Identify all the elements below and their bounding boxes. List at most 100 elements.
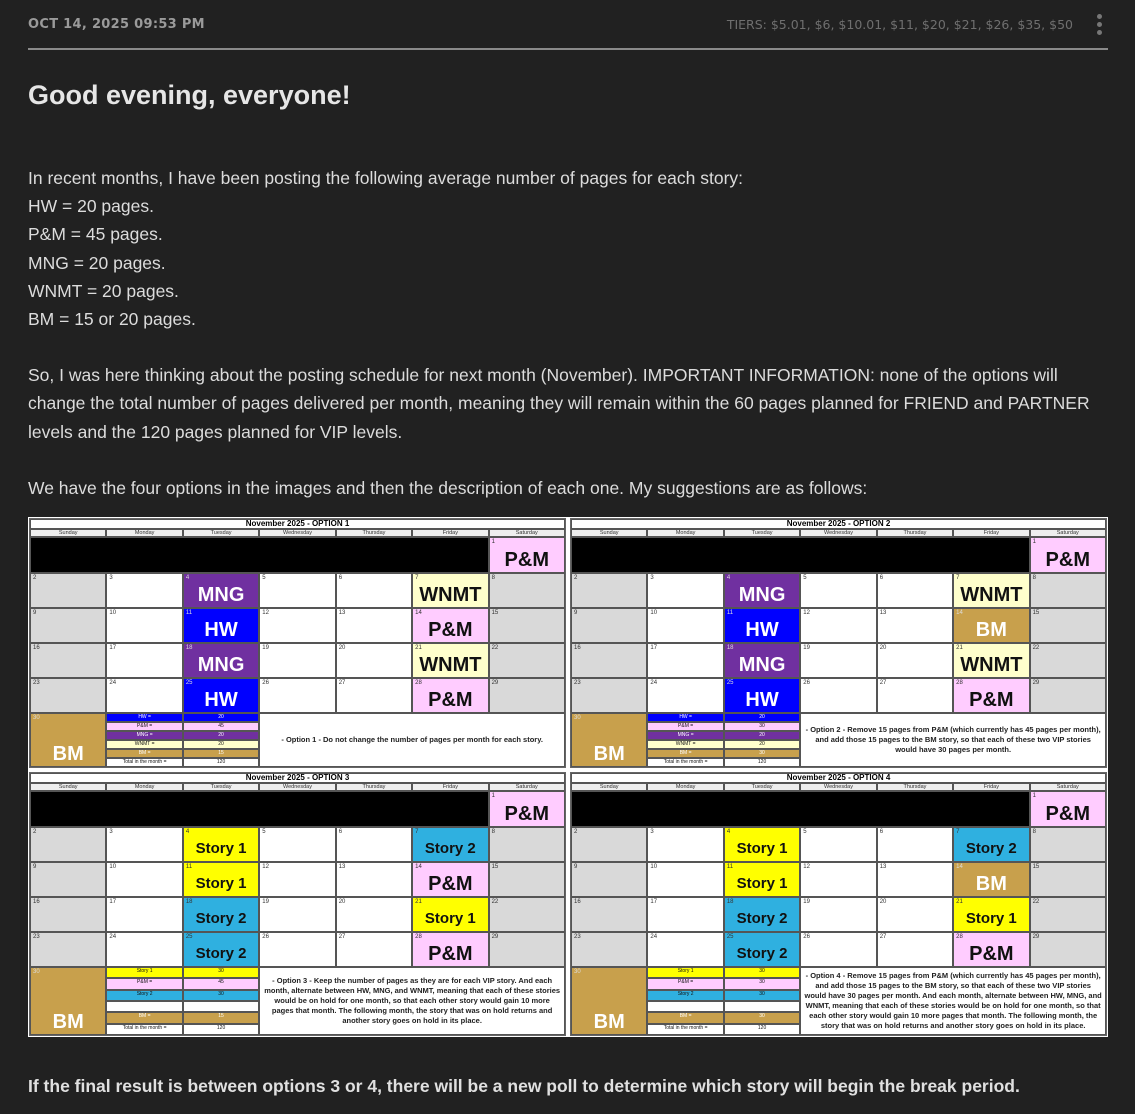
day-cell: 20	[876, 897, 954, 932]
day-cell: 13	[876, 608, 954, 643]
legend-label: P&M =	[106, 722, 183, 731]
legend-value	[182, 1000, 260, 1013]
option-note: - Option 4 - Remove 15 pages from P&M (w…	[800, 967, 1106, 1035]
day-header: Thursday	[335, 783, 413, 791]
day-cell: 21 Story 1	[412, 897, 489, 932]
calendar-option-1: November 2025 - OPTION 1 Sunday Monday Tues…	[29, 518, 566, 768]
legend-value: 120	[182, 758, 260, 767]
legend-value: 30	[723, 722, 801, 731]
day-header: Thursday	[335, 529, 413, 537]
pages-legend: Story 1 30 P&M = 30 Story 2 30 BM = 30 Total in …	[647, 967, 801, 1035]
calendar-option-4: November 2025 - OPTION 4 Sunday Monday Tues…	[570, 772, 1107, 1036]
day-cell: 12	[800, 608, 877, 643]
day-header: Thursday	[876, 783, 954, 791]
day-cell: 1 P&M	[1029, 537, 1106, 573]
day-cell: 24	[647, 678, 724, 713]
legend-label: Total in the month =	[647, 758, 724, 767]
legend-value: 20	[182, 713, 260, 722]
empty-days	[571, 537, 1030, 573]
day-cell: 11 Story 1	[182, 862, 260, 897]
day-cell: 26	[800, 678, 877, 713]
day-cell: 18 Story 2	[723, 897, 801, 932]
day-cell: 19	[800, 897, 877, 932]
empty-days	[30, 537, 489, 573]
day-cell: 7 Story 2	[953, 827, 1030, 862]
day-cell: 16	[30, 897, 107, 932]
day-cell: 17	[106, 897, 183, 932]
day-cell: 3	[106, 827, 183, 862]
day-cell: 14 BM	[953, 608, 1030, 643]
day-cell: 23	[30, 932, 107, 967]
day-cell: 27	[335, 678, 413, 713]
average-line: HW = 20 pages.	[28, 196, 154, 217]
day-cell: 30 BM	[571, 713, 648, 767]
empty-days	[571, 791, 1030, 827]
day-cell: 7 WNMT	[412, 573, 489, 608]
day-header: Tuesday	[723, 783, 801, 791]
legend-value: 15	[182, 1012, 260, 1024]
legend-value	[723, 1000, 801, 1013]
legend-label: MNG =	[106, 731, 183, 740]
story-label: Story 2	[736, 945, 788, 962]
day-cell: 10	[106, 862, 183, 897]
day-cell: 20	[335, 643, 413, 678]
day-cell: 4 MNG	[723, 573, 801, 608]
day-cell: 12	[259, 608, 336, 643]
day-header: Friday	[953, 783, 1030, 791]
day-cell: 20	[335, 897, 413, 932]
day-cell: 5	[259, 573, 336, 608]
day-header: Monday	[647, 783, 724, 791]
post-header: OCT 14, 2025 09:53 PM TIERS: $5.01, $6, …	[28, 0, 1108, 50]
option-note: - Option 3 - Keep the number of pages as…	[259, 967, 565, 1035]
story-label: Story 1	[736, 840, 788, 857]
day-cell: 27	[876, 678, 954, 713]
day-cell: 24	[647, 932, 724, 967]
day-cell: 18 MNG	[182, 643, 260, 678]
day-cell: 7 Story 2	[412, 827, 489, 862]
day-cell: 14 P&M	[412, 862, 489, 897]
story-label: Story 2	[736, 910, 788, 927]
day-cell: 11 HW	[723, 608, 801, 643]
calendar-title: November 2025 - OPTION 2	[571, 519, 1106, 529]
day-cell: 8	[1029, 573, 1106, 608]
legend-value: 30	[723, 1012, 801, 1024]
legend-value: 120	[182, 1023, 260, 1035]
day-cell: 28 P&M	[953, 932, 1030, 967]
legend-value: 20	[182, 740, 260, 749]
day-cell: 8	[488, 827, 565, 862]
day-cell: 15	[1029, 608, 1106, 643]
legend-label: HW =	[106, 713, 183, 722]
day-cell: 25 Story 2	[182, 932, 260, 967]
day-cell: 6	[876, 827, 954, 862]
story-label: HW	[745, 689, 779, 711]
day-cell: 15	[1029, 862, 1106, 897]
story-label: BM	[975, 873, 1007, 895]
legend-label: WNMT =	[647, 740, 724, 749]
day-cell: 30 BM	[30, 967, 107, 1035]
post-date: OCT 14, 2025 09:53 PM	[28, 16, 205, 32]
legend-value: 30	[182, 989, 260, 1001]
story-label: Story 2	[965, 840, 1017, 857]
legend-label: MNG =	[647, 731, 724, 740]
day-cell: 15	[488, 608, 565, 643]
day-header: Wednesday	[259, 529, 336, 537]
day-cell: 13	[876, 862, 954, 897]
day-cell: 2	[30, 827, 107, 862]
legend-value: 30	[723, 978, 801, 990]
legend-label: P&M =	[647, 978, 724, 990]
legend-value: 20	[723, 713, 801, 722]
day-cell: 30 BM	[571, 967, 648, 1035]
tiers-label: TIERS: $5.01, $6, $10.01, $11, $20, $21,…	[726, 16, 1073, 32]
kebab-menu-icon[interactable]	[1091, 12, 1108, 37]
day-cell: 21 WNMT	[412, 643, 489, 678]
day-cell: 29	[1029, 932, 1106, 967]
day-cell: 3	[106, 573, 183, 608]
legend-label: P&M =	[106, 978, 183, 990]
story-label: Story 1	[195, 875, 247, 892]
day-cell: 17	[647, 897, 724, 932]
legend-value: 30	[723, 989, 801, 1001]
final-paragraph: If the final result is between options 3…	[28, 1076, 1020, 1096]
story-label: P&M	[428, 943, 473, 965]
legend-label: Story 1	[647, 967, 724, 979]
options-image-grid[interactable]: November 2025 - OPTION 1 Sunday Monday Tues…	[28, 517, 1108, 1037]
